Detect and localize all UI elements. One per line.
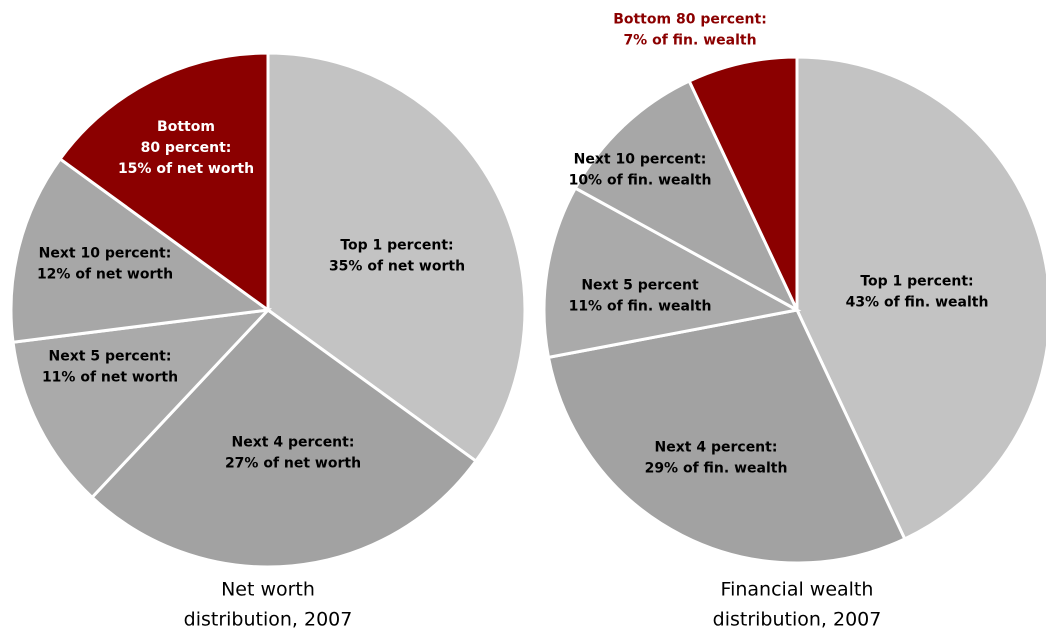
slice-label: 10% of fin. wealth — [569, 173, 712, 189]
pie-slice — [795, 55, 1046, 541]
slice-label: 15% of net worth — [118, 161, 254, 177]
slice-label: Bottom 80 percent: — [613, 12, 767, 28]
pie-slice — [89, 308, 479, 569]
slice-label: Next 10 percent: — [39, 246, 172, 262]
slice-label: Top 1 percent: — [340, 238, 453, 254]
slice-label: 11% of fin. wealth — [569, 299, 712, 315]
pie-slice — [687, 55, 799, 311]
slice-label: Top 1 percent: — [860, 274, 973, 290]
pie-slice — [542, 186, 802, 360]
slice-label: 43% of fin. wealth — [846, 295, 989, 311]
chart-title: Net worth — [221, 579, 315, 601]
slice-label: 7% of fin. wealth — [623, 33, 756, 49]
pie-slice — [11, 307, 272, 500]
slice-label: Bottom — [157, 119, 215, 135]
slice-label: 35% of net worth — [329, 259, 465, 275]
slice-label: Next 5 percent — [581, 278, 699, 294]
slice-label: Next 5 percent: — [49, 349, 172, 365]
pie-slice — [9, 156, 272, 344]
pie-slice — [546, 308, 907, 565]
pie-slice — [266, 51, 527, 464]
chart-title: distribution, 2007 — [184, 609, 353, 631]
chart-title: Financial wealth — [721, 579, 874, 601]
slice-label: 11% of net worth — [42, 370, 178, 386]
slice-label: 29% of fin. wealth — [645, 461, 788, 477]
slice-label: Next 4 percent: — [232, 435, 355, 451]
slice-label: Next 4 percent: — [655, 440, 778, 456]
slice-label: 12% of net worth — [37, 267, 173, 283]
pie-slice — [57, 51, 270, 313]
chart-title: distribution, 2007 — [713, 609, 882, 631]
slice-label: 80 percent: — [141, 140, 232, 156]
slice-label: 27% of net worth — [225, 456, 361, 472]
slice-label: Next 10 percent: — [574, 152, 707, 168]
pie-slice — [573, 79, 801, 314]
